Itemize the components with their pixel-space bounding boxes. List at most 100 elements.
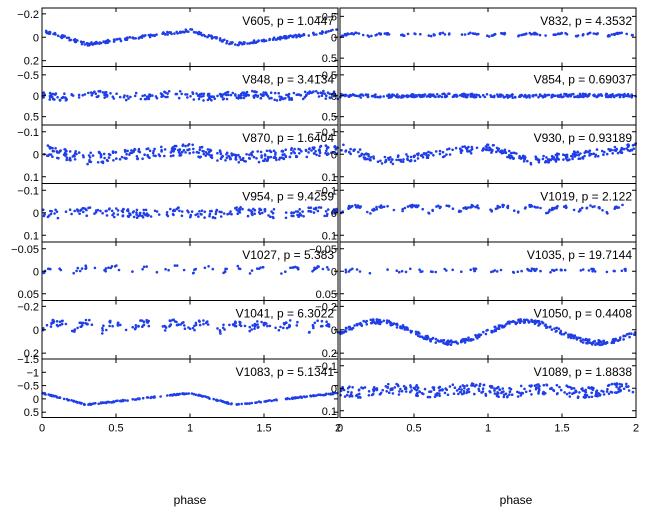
- data-point: [473, 392, 476, 396]
- data-point: [435, 205, 438, 208]
- data-point: [532, 94, 535, 97]
- data-point: [255, 90, 258, 94]
- data-point: [246, 214, 250, 218]
- data-point: [502, 325, 505, 329]
- data-point: [519, 95, 522, 98]
- data-point: [139, 97, 143, 101]
- data-point: [97, 402, 100, 406]
- data-point: [419, 270, 423, 274]
- data-point: [243, 41, 246, 44]
- data-point: [61, 319, 64, 323]
- data-point: [96, 208, 100, 212]
- data-point: [172, 393, 175, 396]
- data-point: [250, 153, 254, 157]
- data-point: [365, 319, 369, 323]
- data-point: [441, 339, 444, 343]
- panel-label: V1089, p = 1.8838: [534, 365, 633, 379]
- data-point: [321, 324, 324, 328]
- data-point: [326, 146, 329, 149]
- data-point: [314, 149, 317, 153]
- data-point: [473, 269, 476, 273]
- data-point: [571, 392, 574, 396]
- data-point: [88, 402, 91, 406]
- data-point: [358, 322, 361, 326]
- data-point: [218, 92, 222, 96]
- data-point: [586, 32, 590, 36]
- data-point: [275, 158, 278, 162]
- data-point: [597, 392, 600, 395]
- data-point: [290, 147, 294, 150]
- data-point: [376, 95, 380, 99]
- data-point: [606, 387, 609, 391]
- data-point: [175, 393, 178, 397]
- data-point: [470, 147, 474, 151]
- data-point: [537, 95, 540, 99]
- data-point: [620, 269, 624, 273]
- data-point: [147, 324, 151, 328]
- data-point: [301, 34, 305, 37]
- panel-label: V848, p = 3.4134: [242, 73, 334, 87]
- data-point: [367, 394, 371, 397]
- data-point: [470, 338, 473, 341]
- data-point: [43, 93, 46, 96]
- data-point: [208, 397, 211, 400]
- data-point: [369, 156, 373, 159]
- data-point: [625, 94, 629, 98]
- data-point: [443, 391, 447, 395]
- data-point: [242, 91, 246, 94]
- data-point: [583, 154, 586, 158]
- data-point: [237, 267, 241, 270]
- data-point: [58, 149, 62, 153]
- data-point: [330, 92, 334, 96]
- data-point: [494, 329, 498, 333]
- data-point: [141, 325, 144, 329]
- data-point: [98, 89, 102, 93]
- data-point: [498, 388, 501, 391]
- data-point: [147, 156, 151, 159]
- data-point: [454, 340, 458, 344]
- data-point: [549, 271, 552, 274]
- y-tick-label: 0.05: [316, 289, 337, 301]
- data-point: [553, 206, 556, 210]
- data-point: [157, 213, 161, 216]
- data-point: [445, 94, 448, 98]
- data-point: [325, 94, 328, 97]
- data-point: [382, 205, 386, 209]
- data-point: [200, 209, 204, 212]
- data-point: [321, 267, 325, 271]
- data-point: [239, 206, 242, 209]
- data-point: [305, 93, 308, 97]
- data-point: [566, 159, 569, 162]
- data-point: [318, 32, 322, 35]
- data-point: [539, 269, 542, 273]
- x-tick-label: 0: [39, 423, 45, 435]
- data-point: [372, 386, 376, 389]
- data-point: [46, 215, 50, 219]
- data-point: [324, 393, 328, 396]
- data-point: [592, 32, 596, 35]
- y-tick-label: 0.1: [24, 230, 39, 242]
- data-point: [616, 151, 620, 155]
- data-point: [581, 338, 585, 341]
- data-point: [465, 95, 469, 99]
- data-point: [445, 342, 448, 346]
- data-point: [511, 156, 514, 159]
- data-point: [143, 153, 146, 156]
- data-point: [372, 318, 375, 321]
- data-point: [200, 145, 204, 149]
- data-point: [117, 268, 121, 272]
- data-point: [267, 214, 270, 217]
- data-point: [536, 206, 539, 209]
- data-point: [244, 160, 247, 163]
- data-point: [375, 207, 379, 211]
- data-point: [355, 394, 358, 397]
- data-point: [164, 95, 167, 99]
- data-point: [148, 149, 152, 153]
- data-point: [463, 385, 466, 388]
- data-point: [487, 35, 491, 38]
- data-point: [501, 387, 505, 390]
- data-point: [51, 95, 54, 99]
- data-point: [318, 393, 322, 397]
- data-point: [173, 32, 176, 35]
- data-point: [528, 205, 532, 208]
